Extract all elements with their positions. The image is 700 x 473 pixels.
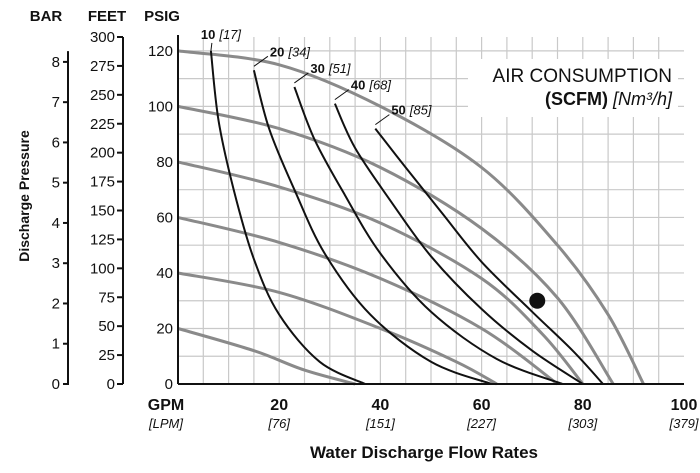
- feet-tick-label: 225: [90, 116, 115, 133]
- air-consumption-curve: [374, 127, 604, 385]
- psig-tick-label: 40: [156, 265, 173, 282]
- air-consumption-curve: [333, 103, 584, 385]
- bar-tick-label: 3: [52, 255, 60, 272]
- air-consumption-curve: [252, 70, 493, 385]
- x-axis: 20 [76] 40 [151] 60 [227] 80 [303] 100 [379]: [267, 397, 698, 431]
- plot-frame: [177, 35, 684, 385]
- feet-tick-label: 75: [98, 289, 115, 306]
- curve-label: 20 [34]: [270, 44, 311, 59]
- bar-tick-label: 2: [52, 295, 60, 312]
- curve-label: 10 [17]: [201, 27, 242, 42]
- bar-tick-label: 7: [52, 94, 60, 111]
- curve-label-nm3h: [68]: [368, 78, 391, 93]
- x-tick-label: 40: [372, 397, 390, 414]
- x-unit-lpm: [LPM]: [148, 416, 183, 431]
- x-tick-label: 80: [574, 397, 592, 414]
- curve-label-scfm: 20: [270, 44, 284, 59]
- x-tick-label: 60: [473, 397, 491, 414]
- feet-tick-label: 275: [90, 58, 115, 75]
- bar-tick-label: 1: [52, 336, 60, 353]
- air-consumption-curve: [209, 50, 366, 385]
- feet-tick-label: 100: [90, 260, 115, 277]
- operating-point-marker: [529, 292, 546, 309]
- y-axis-title: Discharge Pressure: [16, 130, 32, 262]
- psig-tick-label: 60: [156, 209, 173, 226]
- x-tick-sublabel: [151]: [365, 416, 395, 431]
- x-tick-label: 20: [270, 397, 288, 414]
- feet-tick-label: 250: [90, 87, 115, 104]
- subtitle-unit-scfm: (SCFM): [545, 89, 608, 109]
- x-tick-sublabel: [379]: [669, 416, 699, 431]
- feet-tick-label: 300: [90, 29, 115, 46]
- feet-axis-header: FEET: [88, 8, 126, 25]
- feet-tick-label: 0: [107, 376, 115, 393]
- x-tick-sublabel: [303]: [567, 416, 597, 431]
- bar-tick-label: 4: [52, 215, 60, 232]
- bar-tick-label: 6: [52, 134, 60, 151]
- curve-label-nm3h: [51]: [328, 61, 351, 76]
- air-consumption-curves: [209, 50, 604, 385]
- psig-tick-label: 120: [148, 43, 173, 60]
- feet-tick-label: 25: [98, 347, 115, 364]
- bar-tick-label: 5: [52, 175, 60, 192]
- chart-title: AIR CONSUMPTION: [493, 66, 672, 87]
- curve-label-leader: [334, 89, 350, 101]
- curve-label-nm3h: [34]: [287, 44, 310, 59]
- curve-label-leader: [253, 55, 269, 67]
- curve-label-leader: [210, 42, 213, 51]
- feet-tick-label: 125: [90, 231, 115, 248]
- curve-label-scfm: 40: [351, 78, 365, 93]
- air-consumption-curve: [293, 86, 563, 385]
- psig-axis-header: PSIG: [144, 8, 180, 25]
- curve-label-nm3h: [85]: [409, 103, 432, 118]
- x-tick-sublabel: [227]: [466, 416, 496, 431]
- feet-tick-label: 50: [98, 318, 115, 335]
- pressure-curve: [177, 49, 645, 385]
- subtitle-unit-nm3h: [Nm³/h]: [612, 89, 673, 109]
- pressure-curve: [177, 327, 356, 386]
- x-axis-title: Water Discharge Flow Rates: [310, 443, 538, 462]
- bar-tick-label: 8: [52, 54, 60, 71]
- curve-label: 50 [85]: [391, 103, 432, 118]
- y-axes: 0204060801001200255075100125150175200225…: [52, 29, 173, 393]
- x-tick-label: 100: [671, 397, 698, 414]
- curve-labels: 10 [17]20 [34]30 [51]40 [68]50 [85]: [201, 27, 546, 309]
- curve-label-nm3h: [17]: [218, 27, 241, 42]
- chart-subtitle: (SCFM) [Nm³/h]: [545, 89, 673, 109]
- pressure-curve: [177, 215, 559, 386]
- curve-label-scfm: 10: [201, 27, 215, 42]
- curve-label-scfm: 50: [391, 103, 405, 118]
- curve-label-leader: [294, 72, 309, 84]
- psig-tick-label: 20: [156, 320, 173, 337]
- psig-tick-label: 0: [165, 376, 173, 393]
- curve-label-leader: [375, 114, 390, 126]
- feet-tick-label: 200: [90, 145, 115, 162]
- bar-axis-header: BAR: [30, 8, 63, 25]
- curve-label: 40 [68]: [351, 78, 392, 93]
- psig-tick-label: 100: [148, 98, 173, 115]
- curve-label: 30 [51]: [310, 61, 351, 76]
- feet-tick-label: 175: [90, 174, 115, 191]
- curve-label-scfm: 30: [310, 61, 324, 76]
- psig-tick-label: 80: [156, 154, 173, 171]
- legend-background: [468, 59, 678, 117]
- pressure-curve: [177, 271, 498, 386]
- feet-tick-label: 150: [90, 203, 115, 220]
- x-unit-gpm: GPM: [148, 397, 184, 414]
- bar-tick-label: 0: [52, 376, 60, 393]
- x-tick-sublabel: [76]: [267, 416, 290, 431]
